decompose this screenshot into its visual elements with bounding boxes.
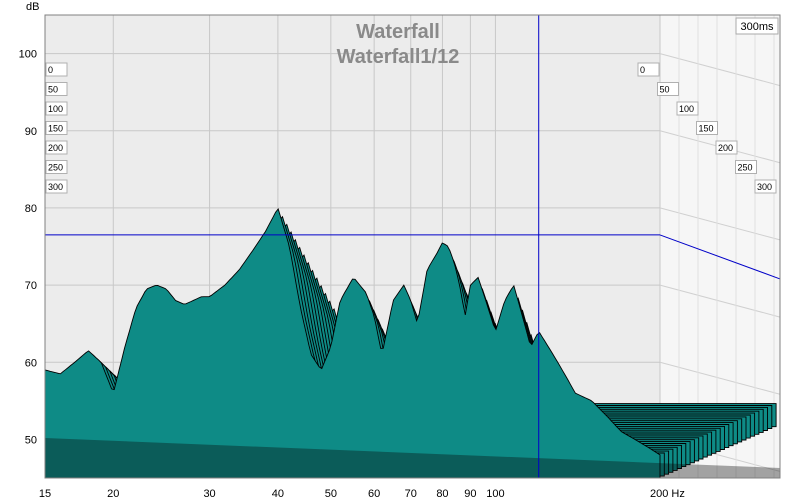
svg-text:50: 50	[48, 85, 58, 95]
cursor-lines	[45, 15, 781, 478]
svg-text:100: 100	[679, 104, 694, 114]
y-tick-label: 50	[25, 434, 37, 446]
time-label-right: 100	[676, 101, 699, 116]
svg-text:0: 0	[48, 65, 53, 75]
x-tick-label: 200 Hz	[650, 488, 685, 500]
y-tick-label: 80	[25, 203, 37, 215]
y-tick-label: 100	[19, 49, 37, 61]
time-span-badge: 300ms	[735, 17, 779, 35]
svg-text:200: 200	[718, 143, 733, 153]
svg-text:300ms: 300ms	[740, 21, 774, 33]
cursor-perspective	[659, 234, 781, 280]
x-tick-label: 50	[325, 488, 337, 500]
x-tick-label: 40	[272, 488, 284, 500]
waterfall-slice	[44, 208, 661, 479]
time-label-right: 300	[754, 179, 777, 194]
y-axis-label: dB	[26, 1, 39, 13]
svg-text:250: 250	[48, 163, 63, 173]
time-label-left: 200	[45, 140, 68, 155]
time-label-right: 150	[696, 121, 718, 135]
y-tick-label: 70	[25, 280, 37, 292]
time-label-left: 100	[45, 101, 68, 116]
y-tick-labels: 50 60 70 80 90 100	[19, 49, 37, 447]
side-wall	[660, 15, 780, 478]
time-label-right: 50	[657, 82, 679, 96]
time-label-left: 250	[45, 160, 68, 174]
svg-text:250: 250	[738, 163, 753, 173]
svg-text:300: 300	[48, 182, 63, 192]
waterfall-slices	[44, 208, 780, 479]
svg-text:100: 100	[48, 104, 63, 114]
time-label-left: 150	[45, 121, 68, 135]
y-tick-label: 60	[25, 357, 37, 369]
time-label-left: 0	[45, 62, 68, 77]
svg-text:300: 300	[757, 182, 772, 192]
chart-subtitle: Waterfall1/12	[337, 46, 460, 68]
time-label-left: 300	[45, 179, 68, 194]
svg-text:150: 150	[48, 124, 63, 134]
svg-text:200: 200	[48, 143, 63, 153]
svg-text:150: 150	[699, 124, 714, 134]
x-tick-label: 15	[39, 488, 51, 500]
time-label-right: 200	[715, 140, 738, 155]
plot-border	[44, 14, 781, 479]
time-label-right: 0	[637, 62, 660, 77]
x-tick-label: 90	[464, 488, 476, 500]
svg-text:0: 0	[640, 65, 645, 75]
x-tick-labels: 15 20 30 40 50 60 70 80 90 100 200 Hz	[39, 488, 685, 500]
x-tick-label: 80	[436, 488, 448, 500]
y-tick-label: 90	[25, 126, 37, 138]
time-label-right: 250	[735, 160, 757, 174]
chart-title: Waterfall	[356, 21, 440, 43]
x-tick-label: 100	[486, 488, 504, 500]
time-label-left: 50	[45, 82, 68, 96]
x-tick-label: 60	[368, 488, 380, 500]
x-tick-label: 20	[107, 488, 119, 500]
svg-text:50: 50	[660, 85, 670, 95]
time-labels: 0 0 50 50 100 100 150 150 200 200 250 250 300 300	[45, 62, 777, 194]
x-tick-label: 70	[405, 488, 417, 500]
x-tick-label: 30	[203, 488, 215, 500]
